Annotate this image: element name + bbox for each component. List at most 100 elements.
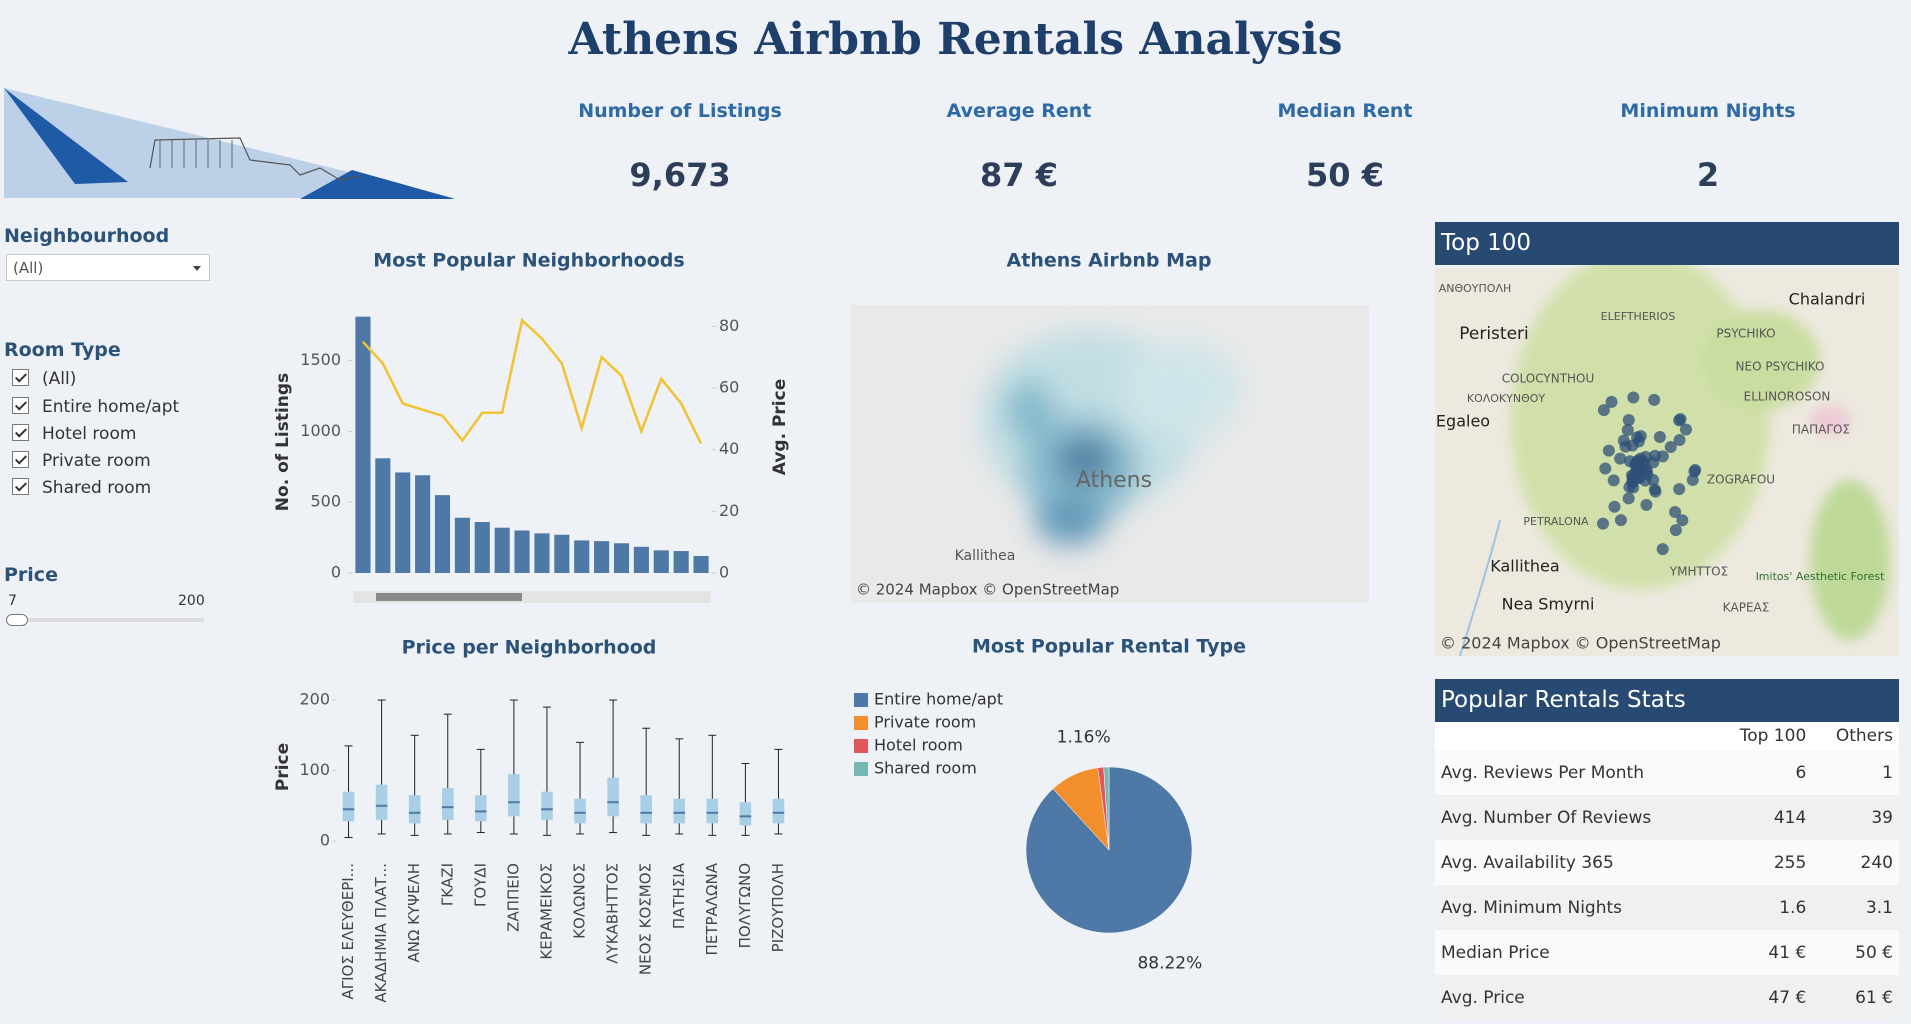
bar xyxy=(494,527,510,573)
map-marker xyxy=(1648,393,1661,406)
pie-slice xyxy=(1025,766,1193,934)
kpi: Number of Listings 9,673 xyxy=(530,100,830,194)
filter-label: Neighbourhood xyxy=(4,225,170,247)
x-tick-label: ΝΕΟΣ ΚΟΣΜΟΣ xyxy=(637,863,655,975)
map-marker xyxy=(1605,395,1618,408)
map-marker xyxy=(1619,440,1632,453)
panel-header: Top 100 xyxy=(1435,222,1899,265)
price-slider-handle[interactable] xyxy=(6,614,28,626)
box xyxy=(673,798,686,824)
x-tick-label: ΑΝΩ ΚΥΨΕΛΗ xyxy=(405,863,423,963)
neighbourhood-dropdown[interactable]: (All) xyxy=(6,254,210,281)
table-cell: 3.1 xyxy=(1812,885,1899,930)
map-attribution: © 2024 Mapbox © OpenStreetMap xyxy=(856,581,1119,599)
map-label: Nea Smyrni xyxy=(1502,595,1595,614)
table-row: Avg. Availability 365 255 240 xyxy=(1435,840,1899,885)
y-axis-title: No. of Listings xyxy=(273,373,293,511)
chart-title: Most Popular Neighborhoods xyxy=(373,250,684,272)
kpi-value: 50 € xyxy=(1306,156,1384,194)
x-tick-label: ΑΚΑΔΗΜΙΑ ΠΛΑΤ... xyxy=(372,863,390,1003)
x-tick-label: ΖΑΠΠΕΙΟ xyxy=(504,863,522,932)
y-tick-label: 1500 xyxy=(300,350,341,369)
data-label: 1.16% xyxy=(1057,728,1111,748)
map-attribution: © 2024 Mapbox © OpenStreetMap xyxy=(1440,634,1721,653)
y-tick-label: 200 xyxy=(299,690,330,709)
filter-label: Price xyxy=(4,564,58,586)
legend-label: Shared room xyxy=(874,759,977,778)
kpi-label: Median Rent xyxy=(1277,100,1413,122)
map-top100 xyxy=(1435,250,1899,657)
y-tick-label: 100 xyxy=(299,760,330,779)
bar xyxy=(415,475,431,573)
x-tick-label: ΑΓΙΟΣ ΕΛΕΥΘΕΡΙ... xyxy=(339,863,357,1000)
map-marker xyxy=(1656,543,1669,556)
box xyxy=(408,795,421,824)
map-label: Kallithea xyxy=(1490,557,1559,576)
y-tick-label: 500 xyxy=(310,492,341,511)
map-marker xyxy=(1673,434,1686,447)
room-type-checkbox[interactable]: Private room xyxy=(12,449,151,473)
table-cell: 1.6 xyxy=(1713,885,1813,930)
scrollbar-thumb xyxy=(376,593,522,601)
map-marker xyxy=(1648,483,1661,496)
dashboard-title: Athens Airbnb Rentals Analysis xyxy=(568,14,1343,65)
bar xyxy=(534,533,550,573)
box xyxy=(508,774,520,817)
x-tick-label: ΠΕΤΡΑΛΩΝΑ xyxy=(703,862,721,955)
room-type-checkbox[interactable]: Shared room xyxy=(12,476,151,500)
room-type-checkbox[interactable]: Entire home/apt xyxy=(12,395,179,419)
room-type-checkbox[interactable]: (All) xyxy=(12,367,76,391)
kpi-value: 87 € xyxy=(980,156,1058,194)
panel-header: Popular Rentals Stats xyxy=(1435,679,1899,722)
y-axis-title: Price xyxy=(273,743,293,791)
table-corner xyxy=(1435,722,1714,750)
box xyxy=(739,802,752,826)
price-min: 7 xyxy=(8,593,17,609)
y2-tick-label: 40 xyxy=(719,439,739,458)
table-row: Avg. Price 47 €61 € xyxy=(1435,975,1899,1020)
kpi-label: Number of Listings xyxy=(578,100,782,122)
table-cell: 41 € xyxy=(1713,930,1813,975)
bar xyxy=(474,522,490,573)
bar xyxy=(594,541,610,573)
y-tick-label: 0 xyxy=(320,831,330,850)
row-label: Avg. Availability 365 xyxy=(1435,840,1714,885)
bar xyxy=(633,546,649,573)
map-marker xyxy=(1621,424,1634,437)
map-marker xyxy=(1622,413,1635,426)
row-label: Avg. Number Of Reviews xyxy=(1435,795,1714,840)
header-illustration xyxy=(4,88,455,199)
map-marker xyxy=(1614,514,1627,527)
table-row: Avg. Number Of Reviews 414 39 xyxy=(1435,795,1899,840)
bar xyxy=(554,534,570,573)
bar xyxy=(514,530,530,573)
map-label: NEO PSYCHIKO xyxy=(1736,360,1825,374)
table-cell: 1 xyxy=(1812,750,1899,795)
map-marker xyxy=(1640,498,1653,511)
y2-tick-label: 0 xyxy=(719,563,729,582)
bar xyxy=(355,316,371,573)
table-cell: 414 xyxy=(1713,795,1813,840)
price-slider[interactable] xyxy=(8,618,204,622)
chart-title: Most Popular Rental Type xyxy=(972,636,1246,658)
map-heat xyxy=(851,305,1369,603)
table-cell: 47 € xyxy=(1713,975,1813,1020)
box xyxy=(342,791,355,822)
box xyxy=(475,795,487,822)
map-label: ELEFTHERIOS xyxy=(1601,310,1676,323)
room-type-checkbox[interactable]: Hotel room xyxy=(12,422,136,446)
row-label: Median Price xyxy=(1435,930,1714,975)
x-tick-label: ΓΟΥΔΙ xyxy=(471,863,489,907)
filter-label: Room Type xyxy=(4,339,121,361)
legend-swatch xyxy=(854,716,868,730)
table-cell: 255 xyxy=(1713,840,1813,885)
legend-label: Hotel room xyxy=(874,736,963,755)
line xyxy=(362,317,703,445)
table-body: Avg. Reviews Per Month 6 1 Avg. Number Of R… xyxy=(1435,750,1899,1020)
bar xyxy=(454,517,470,573)
y2-tick-label: 60 xyxy=(719,378,739,397)
x-tick-label: ΠΟΛΥΓΩΝΟ xyxy=(736,863,754,948)
legend-label: Private room xyxy=(874,713,976,732)
